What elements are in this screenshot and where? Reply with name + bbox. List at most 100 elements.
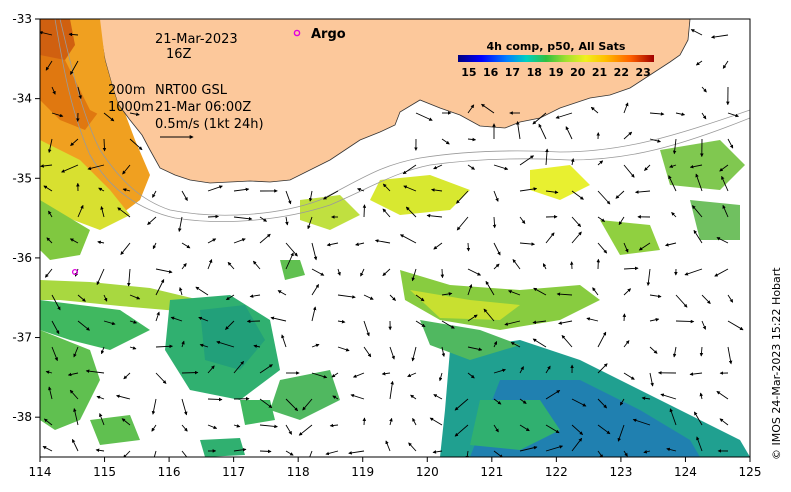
current-vector-icon [545, 232, 555, 244]
current-vector-icon [519, 187, 538, 192]
current-vector-icon [308, 190, 313, 202]
current-vector-icon [597, 363, 608, 374]
current-vector-icon [402, 164, 417, 175]
current-vector-icon [362, 204, 367, 218]
current-vector-icon [285, 242, 298, 257]
current-vector-icon [382, 183, 391, 192]
current-vector-icon [337, 268, 341, 276]
current-vector-icon [689, 164, 703, 169]
current-vector-icon [329, 423, 339, 428]
current-vector-icon [155, 278, 165, 296]
current-vector-icon [70, 138, 79, 146]
current-vector-icon [407, 372, 417, 377]
current-vector-icon [556, 292, 573, 296]
current-vector-icon [666, 447, 677, 452]
current-vector-icon [103, 294, 108, 302]
map-date: 21-Mar-2023 [155, 32, 238, 47]
current-vector-icon [433, 164, 443, 170]
current-vector-icon [696, 436, 703, 452]
current-vector-icon [307, 216, 313, 230]
current-vector-icon [493, 398, 502, 405]
current-vector-icon [285, 398, 299, 412]
current-vector-icon [70, 60, 79, 75]
current-vector-icon [411, 268, 417, 282]
x-axis: 114 115 116 117 118 119 120 121 122 123 124 125 [29, 457, 761, 479]
current-vector-icon [350, 394, 365, 400]
current-vector-icon [362, 417, 367, 426]
current-vector-icon [672, 138, 677, 155]
current-vector-icon [77, 320, 90, 331]
current-vector-icon [152, 190, 157, 198]
current-vector-icon [493, 242, 501, 256]
current-vector-icon [120, 242, 131, 255]
current-vector-icon [307, 450, 313, 457]
current-vector-icon [253, 260, 261, 270]
current-vector-icon [207, 259, 213, 270]
current-vector-icon [533, 287, 547, 296]
current-vector-icon [701, 86, 707, 93]
current-vector-icon [129, 112, 140, 116]
current-vector-icon [699, 346, 704, 357]
current-vector-icon [374, 239, 391, 244]
analysis-time: 21-Mar 06:00Z [155, 100, 251, 115]
current-vector-icon [623, 131, 633, 140]
current-vector-icon [597, 190, 611, 205]
current-vector-icon [660, 393, 677, 400]
x-tick-label: 122 [545, 465, 568, 479]
current-vector-icon [225, 294, 235, 301]
current-vector-icon [325, 450, 339, 456]
current-vector-icon [675, 112, 686, 116]
current-vector-icon [233, 447, 247, 452]
current-vector-icon [311, 283, 319, 296]
current-vector-icon [95, 448, 105, 453]
current-vector-icon [492, 216, 497, 229]
current-vector-icon [311, 306, 317, 322]
current-vector-icon [431, 188, 443, 192]
current-vector-icon [155, 268, 173, 274]
colorbar-tick-label: 20 [570, 66, 586, 79]
current-vector-icon [233, 238, 246, 244]
current-vector-icon [672, 346, 677, 358]
current-vector-icon [545, 365, 551, 374]
current-vector-icon [643, 450, 651, 454]
current-vector-icon [481, 103, 495, 114]
x-tick-label: 119 [351, 465, 374, 479]
current-vector-icon [516, 121, 521, 140]
current-vector-icon [363, 294, 374, 300]
argo-label: Argo [311, 27, 346, 42]
current-vector-icon [669, 164, 677, 168]
current-vector-icon [285, 216, 289, 226]
current-vector-icon [411, 346, 417, 362]
current-vector-icon [170, 316, 183, 322]
current-vector-icon [597, 331, 607, 348]
current-vector-icon [649, 294, 662, 299]
x-tick-label: 118 [287, 465, 310, 479]
current-vector-icon [233, 424, 241, 428]
current-vector-icon [77, 86, 82, 100]
current-vector-icon [412, 417, 417, 426]
current-vector-icon [701, 320, 706, 330]
current-vector-icon [155, 311, 160, 322]
current-vector-icon [389, 417, 393, 426]
current-vector-icon [467, 268, 482, 276]
current-vectors [40, 29, 744, 457]
arrow-scale-label: 0.5m/s (1kt 24h) [155, 117, 264, 132]
current-vector-icon [617, 424, 625, 442]
current-vector-icon [512, 259, 521, 270]
current-vector-icon [467, 284, 473, 296]
current-vector-icon [322, 190, 339, 200]
current-vector-icon [545, 424, 560, 434]
current-vector-icon [46, 237, 53, 244]
current-vector-icon [129, 346, 137, 350]
current-vector-icon [722, 60, 729, 69]
current-vector-icon [51, 320, 60, 335]
current-vector-icon [77, 204, 84, 218]
y-tick-label: -38 [12, 410, 32, 424]
current-vector-icon [127, 268, 131, 287]
current-vector-icon [181, 370, 199, 375]
current-vector-icon [311, 343, 320, 348]
current-vector-icon [669, 408, 677, 426]
current-vector-icon [100, 206, 105, 218]
current-vector-icon [69, 238, 79, 244]
